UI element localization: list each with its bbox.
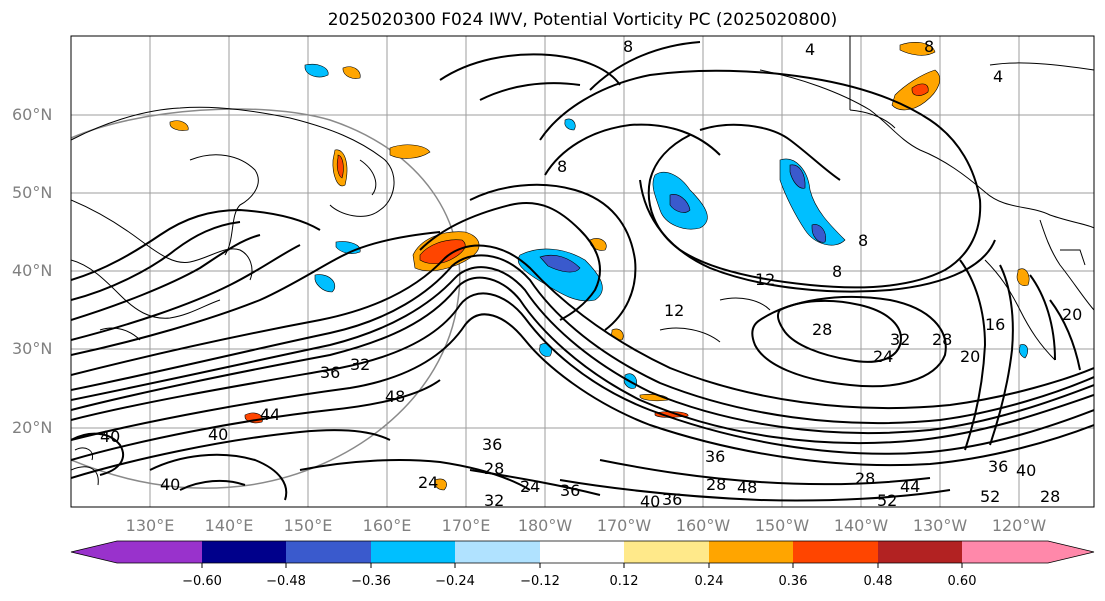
contour-label: 28 [855, 469, 875, 488]
contour-label: 8 [832, 262, 842, 281]
contour-label: 32 [890, 330, 910, 349]
contour-label: 28 [812, 320, 832, 339]
colorbar: −0.60 −0.48 −0.36 −0.24 −0.12 0.12 0.24 … [70, 540, 1095, 589]
colorbar-tick-label: 0.60 [948, 574, 977, 589]
range-circle [71, 108, 461, 489]
map-panel: 8 4 4 8 8 8 8 12 12 28 32 24 28 16 20 36… [70, 35, 1095, 511]
colorbar-tick-label: −0.12 [520, 574, 560, 589]
contour-label: 28 [1040, 487, 1060, 506]
colorbar-outline [70, 540, 1095, 564]
contour-label: 28 [932, 330, 952, 349]
contour-label: 28 [484, 459, 504, 478]
colorbar-max-extension [1047, 541, 1094, 563]
lat-label: 60°N [12, 105, 52, 124]
contour-label: 4 [805, 40, 815, 59]
contour-label: 40 [208, 425, 228, 444]
contour-label: 40 [1016, 461, 1036, 480]
contour-label: 40 [100, 427, 120, 446]
lon-label: 140°W [834, 516, 889, 535]
pv-contours-thin [71, 297, 771, 486]
lon-label: 160°E [363, 516, 412, 535]
colorbar-swatch [793, 541, 879, 563]
colorbar-tick-label: −0.48 [266, 574, 306, 589]
contour-label: 28 [706, 475, 726, 494]
colorbar-tick-label: −0.24 [435, 574, 475, 589]
colorbar-swatch [962, 541, 1048, 563]
contour-label: 36 [560, 481, 580, 500]
contour-label: 24 [873, 347, 893, 366]
colorbar-swatch [117, 541, 203, 563]
colorbar-tick-label: 0.12 [610, 574, 639, 589]
lon-label: 140°E [205, 516, 254, 535]
contour-label: 52 [877, 491, 897, 510]
colorbar-swatch [371, 541, 456, 563]
contour-label: 32 [484, 491, 504, 510]
contour-label: 4 [993, 67, 1003, 86]
pv-contours [71, 41, 1094, 502]
lon-label: 130°E [126, 516, 175, 535]
colorbar-tick-label: 0.24 [695, 574, 724, 589]
colorbar-swatch [540, 541, 625, 563]
colorbar-tick-label: 0.48 [864, 574, 893, 589]
contour-label: 36 [662, 490, 682, 509]
lon-label: 150°W [755, 516, 810, 535]
lat-label: 50°N [12, 183, 52, 202]
colorbar-tick-label: 0.36 [779, 574, 808, 589]
colorbar-swatch [202, 541, 287, 563]
lon-label: 170°E [442, 516, 491, 535]
contour-labels: 8 4 4 8 8 8 8 12 12 28 32 24 28 16 20 36… [100, 37, 1082, 511]
contour-label: 36 [988, 457, 1008, 476]
lon-label: 150°E [284, 516, 333, 535]
contour-label: 8 [924, 37, 934, 56]
lon-label: 160°W [676, 516, 731, 535]
longitude-labels: 130°E 140°E 150°E 160°E 170°E 180°W 170°… [126, 516, 1047, 535]
colorbar-swatch [455, 541, 541, 563]
colorbar-min-extension [71, 541, 118, 563]
contour-label: 48 [385, 387, 405, 406]
coastlines [71, 36, 1094, 361]
contour-label: 44 [260, 405, 280, 424]
contour-label: 20 [1062, 305, 1082, 324]
colorbar-swatch [709, 541, 794, 563]
contour-label: 8 [557, 157, 567, 176]
contour-label: 8 [623, 37, 633, 56]
lon-label: 170°W [597, 516, 652, 535]
lon-label: 180°W [518, 516, 573, 535]
contour-label: 40 [640, 492, 660, 511]
colorbar-tick-label: −0.60 [182, 574, 222, 589]
contour-label: 32 [350, 355, 370, 374]
latitude-labels: 60°N 50°N 40°N 30°N 20°N [12, 105, 52, 437]
contour-label: 8 [858, 231, 868, 250]
colorbar-swatch [286, 541, 372, 563]
contour-label: 12 [664, 301, 684, 320]
colorbar-tick-label: −0.36 [351, 574, 391, 589]
lon-label: 130°W [913, 516, 968, 535]
contour-label: 24 [418, 473, 438, 492]
contour-label: 36 [320, 363, 340, 382]
contour-label: 44 [900, 477, 920, 496]
contour-label: 40 [160, 475, 180, 494]
lon-label: 120°W [992, 516, 1047, 535]
lat-label: 20°N [12, 418, 52, 437]
colorbar-swatch [624, 541, 710, 563]
contour-label: 24 [520, 477, 540, 496]
lat-label: 30°N [12, 339, 52, 358]
contour-label: 36 [482, 435, 502, 454]
contour-label: 16 [985, 315, 1005, 334]
lat-label: 40°N [12, 261, 52, 280]
pv-shading [169, 42, 1030, 491]
contour-label: 48 [737, 478, 757, 497]
colorbar-swatch [878, 541, 963, 563]
contour-label: 36 [705, 447, 725, 466]
contour-label: 52 [980, 487, 1000, 506]
contour-label: 20 [960, 347, 980, 366]
contour-label: 12 [755, 270, 775, 289]
map-title: 2025020300 F024 IWV, Potential Vorticity… [327, 10, 838, 30]
